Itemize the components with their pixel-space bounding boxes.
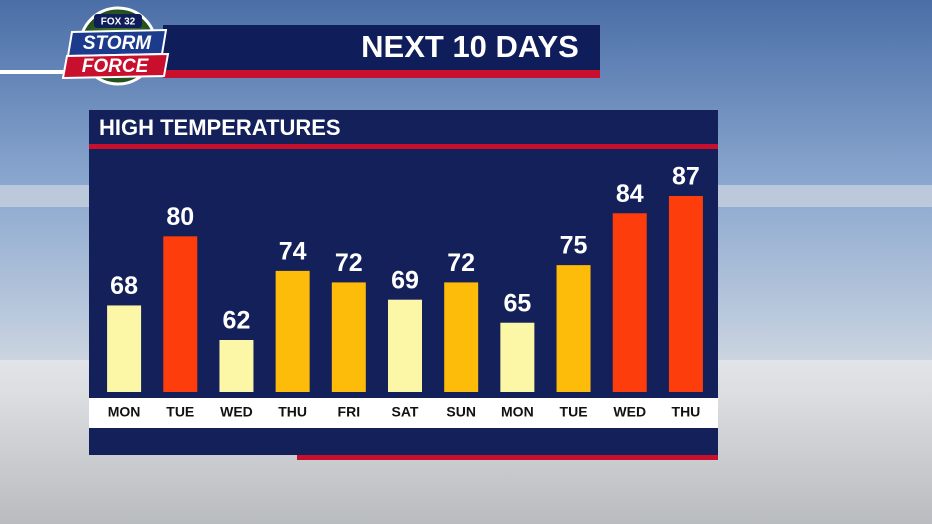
bar	[107, 305, 142, 392]
value-label: 69	[391, 266, 419, 294]
x-tick-label: TUE	[560, 404, 588, 420]
bar	[219, 340, 254, 392]
label-band	[89, 398, 718, 428]
value-label: 74	[279, 237, 307, 265]
bar	[556, 265, 591, 392]
chart-subtitle: HIGH TEMPERATURES	[99, 115, 341, 140]
bar	[275, 270, 310, 392]
x-tick-label: WED	[220, 404, 253, 420]
bar	[668, 196, 703, 392]
chart-title: NEXT 10 DAYS	[361, 29, 579, 64]
value-label: 72	[447, 249, 475, 277]
value-label: 68	[110, 272, 138, 300]
x-tick-label: THU	[672, 404, 701, 420]
subtitle-stripe	[89, 144, 718, 149]
x-tick-label: SUN	[446, 404, 476, 420]
value-label: 87	[672, 163, 700, 191]
bar	[388, 299, 422, 392]
value-label: 72	[335, 249, 363, 277]
value-label: 84	[616, 180, 644, 208]
logo-line2: FORCE	[82, 56, 150, 77]
plot: MON 68 TUE 80 WED 62 THU 74 FRI 72 SAT 69 SUN 72 MON 65…	[107, 163, 703, 420]
value-label: 65	[503, 289, 531, 317]
bottom-stripe	[297, 455, 718, 460]
x-tick-label: THU	[278, 404, 307, 420]
x-tick-label: WED	[613, 404, 646, 420]
bar	[444, 282, 479, 392]
bar	[163, 236, 198, 392]
value-label: 62	[223, 307, 251, 335]
logo-station: FOX 32	[101, 17, 136, 28]
x-tick-label: TUE	[166, 404, 194, 420]
logo-line1: STORM	[83, 33, 152, 54]
x-tick-label: MON	[501, 404, 534, 420]
bar	[612, 213, 647, 392]
value-label: 75	[560, 232, 588, 260]
value-label: 80	[166, 203, 194, 231]
logo-station-box	[94, 14, 142, 28]
title-banner	[163, 25, 600, 70]
title-stripe	[163, 70, 600, 78]
logo-force-box	[61, 52, 170, 80]
x-tick-label: SAT	[392, 404, 419, 420]
x-tick-label: MON	[108, 404, 141, 420]
bar	[500, 322, 535, 392]
bar	[331, 282, 366, 392]
x-tick-label: FRI	[338, 404, 361, 420]
